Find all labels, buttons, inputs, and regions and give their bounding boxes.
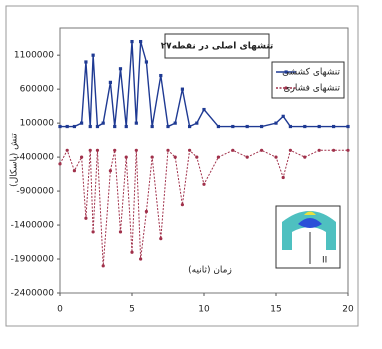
point [58,162,61,165]
point [73,125,76,128]
point [80,122,83,125]
point [135,149,138,152]
y-tick-label: 1100000 [14,51,54,61]
point [195,122,198,125]
point [202,108,205,111]
point [159,74,162,77]
point [119,67,122,70]
point [109,81,112,84]
point [303,125,306,128]
point [318,149,321,152]
y-tick-label: -1900000 [11,255,55,265]
point [130,40,133,43]
point [282,115,285,118]
point [174,156,177,159]
y-tick-label: -900000 [16,187,54,197]
point [151,125,154,128]
point [66,125,69,128]
point [181,88,184,91]
chart-title: تنشهای اصلی در نقطه۲۷ [161,42,274,52]
point [246,125,249,128]
point [125,156,128,159]
point [135,122,138,125]
chart: تنش (پاسکال) زمان (ثانیه) تنشهای اصلی در… [0,0,382,349]
y-tick-label: 100000 [20,119,55,129]
point [260,125,263,128]
x-tick-label: 20 [342,305,354,315]
point [303,156,306,159]
point [166,125,169,128]
point [174,122,177,125]
point [89,149,92,152]
x-tick-label: 10 [198,305,210,315]
point [260,149,263,152]
point [96,125,99,128]
point [96,149,99,152]
point [166,149,169,152]
x-tick-label: 0 [57,305,63,315]
point [188,149,191,152]
point [282,176,285,179]
point [246,156,249,159]
legend-label: تنشهای فشاری [283,84,340,94]
point [346,125,349,128]
point [145,60,148,63]
point [318,125,321,128]
point [84,217,87,220]
point [145,210,148,213]
point [332,149,335,152]
point [92,230,95,233]
point [202,183,205,186]
point [346,149,349,152]
point [73,169,76,172]
point [89,125,92,128]
point [58,125,61,128]
point [231,125,234,128]
point [217,125,220,128]
point [188,125,191,128]
inset-label: II [322,256,327,266]
point [130,251,133,254]
point [102,122,105,125]
point [119,230,122,233]
point [289,125,292,128]
point [84,60,87,63]
point [139,40,142,43]
point [231,149,234,152]
point [274,122,277,125]
point [159,237,162,240]
y-tick-label: 600000 [20,85,55,95]
point [125,125,128,128]
point [217,156,220,159]
legend-label: تنشهای کششی [282,68,340,78]
point [66,149,69,152]
point [151,156,154,159]
x-axis-label: زمان (ثانیه) [188,266,232,276]
point [289,149,292,152]
point [113,149,116,152]
point [332,125,335,128]
y-tick-label: -2400000 [11,289,55,299]
point [102,264,105,267]
point [274,156,277,159]
point [109,169,112,172]
y-tick-label: -1400000 [11,221,55,231]
x-tick-label: 15 [270,305,281,315]
point [113,125,116,128]
point [92,54,95,57]
point [181,203,184,206]
point [80,156,83,159]
x-tick-label: 5 [129,305,135,315]
inset: II [276,206,340,268]
point [139,257,142,260]
y-tick-label: -400000 [16,153,54,163]
point [195,156,198,159]
